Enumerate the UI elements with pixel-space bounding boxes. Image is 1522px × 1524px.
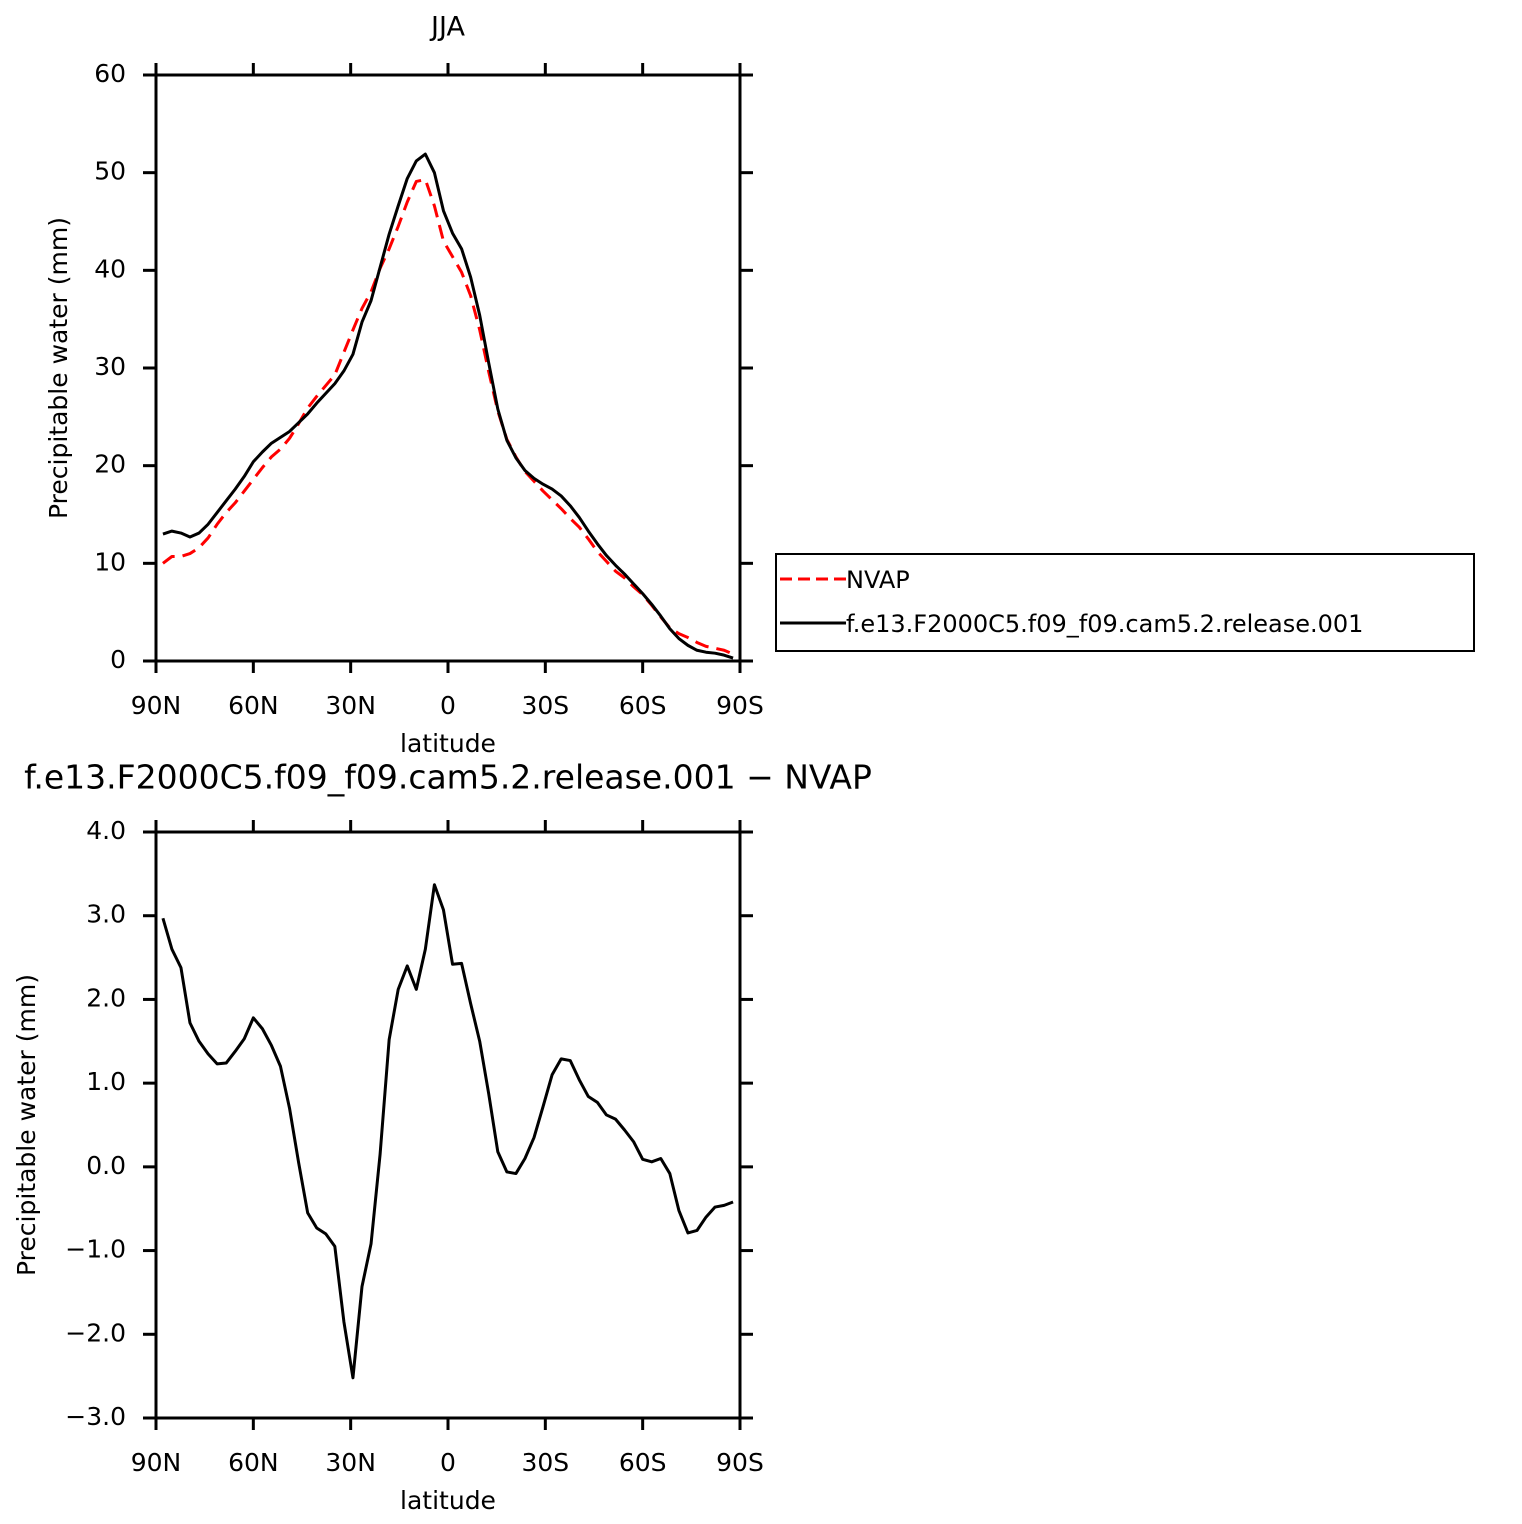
y-tick-label: 30 — [94, 352, 126, 381]
y-tick-label: 1.0 — [86, 1067, 126, 1096]
legend-box — [775, 553, 1475, 652]
y-tick-label: 40 — [94, 254, 126, 283]
y-axis-label: Precipitable water (mm) — [12, 974, 41, 1276]
y-tick-label: 20 — [94, 450, 126, 479]
x-tick-label: 60N — [228, 691, 279, 720]
x-tick-label: 30N — [325, 691, 376, 720]
data-line — [162, 178, 734, 656]
plot-frame — [154, 830, 742, 1420]
x-tick-label: 30N — [325, 1448, 376, 1477]
chart-title: JJA — [429, 12, 465, 43]
y-tick-label: −2.0 — [65, 1318, 126, 1347]
x-tick-label: 60S — [619, 1448, 667, 1477]
data-line — [161, 883, 734, 1380]
legend-label: NVAP — [846, 566, 910, 594]
y-tick-label: −3.0 — [65, 1402, 126, 1431]
y-tick-label: 10 — [94, 547, 126, 576]
chart-title: f.e13.F2000C5.f09_f09.cam5.2.release.001… — [24, 758, 872, 797]
x-tick-label: 30S — [521, 691, 569, 720]
y-tick-label: 4.0 — [86, 816, 126, 845]
x-axis-label: latitude — [400, 1486, 496, 1515]
y-tick-label: 50 — [94, 157, 126, 186]
y-tick-label: 0 — [110, 645, 126, 674]
plot-frame — [154, 73, 742, 663]
legend-label: f.e13.F2000C5.f09_f09.cam5.2.release.001 — [846, 610, 1363, 638]
x-tick-label: 0 — [440, 1448, 456, 1477]
x-tick-label: 90N — [131, 1448, 182, 1477]
x-tick-label: 0 — [440, 691, 456, 720]
x-tick-label: 90S — [716, 1448, 764, 1477]
x-tick-label: 90S — [716, 691, 764, 720]
x-tick-label: 60N — [228, 1448, 279, 1477]
data-line — [162, 152, 734, 660]
x-tick-label: 90N — [131, 691, 182, 720]
y-tick-label: 3.0 — [86, 900, 126, 929]
x-tick-label: 30S — [521, 1448, 569, 1477]
x-axis-label: latitude — [400, 729, 496, 758]
y-tick-label: −1.0 — [65, 1235, 126, 1264]
y-axis-label: Precipitable water (mm) — [44, 217, 73, 519]
y-tick-label: 60 — [94, 59, 126, 88]
y-tick-label: 0.0 — [86, 1151, 126, 1180]
y-tick-label: 2.0 — [86, 983, 126, 1012]
x-tick-label: 60S — [619, 691, 667, 720]
